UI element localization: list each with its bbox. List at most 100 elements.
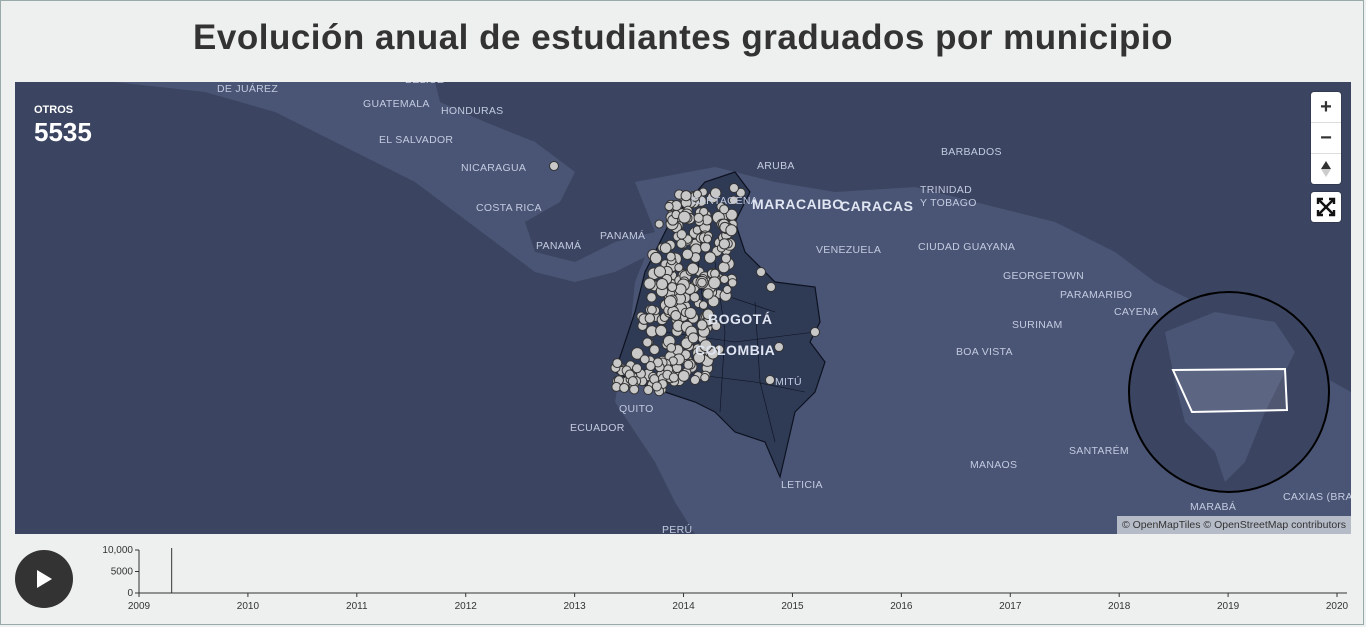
graduate-marker[interactable] (680, 190, 692, 202)
graduate-marker[interactable] (700, 373, 710, 383)
play-button[interactable] (15, 550, 73, 608)
graduate-marker[interactable] (549, 161, 559, 171)
fullscreen-button[interactable] (1311, 192, 1341, 222)
graduate-marker[interactable] (718, 238, 730, 250)
zoom-in-button[interactable]: + (1320, 95, 1332, 118)
graduate-marker[interactable] (706, 347, 719, 360)
graduate-marker[interactable] (643, 385, 654, 396)
land-central-america (15, 82, 655, 282)
graduate-marker[interactable] (702, 288, 714, 300)
graduate-marker[interactable] (663, 295, 677, 308)
graduate-marker[interactable] (702, 234, 713, 244)
graduate-marker[interactable] (774, 342, 784, 352)
graduate-marker[interactable] (684, 306, 697, 320)
place-label: NICARAGUA (461, 162, 527, 174)
graduate-marker[interactable] (649, 251, 663, 265)
graduate-marker[interactable] (766, 282, 776, 292)
graduate-marker[interactable] (697, 277, 707, 288)
graduate-marker[interactable] (619, 382, 630, 393)
graduate-marker[interactable] (756, 267, 766, 277)
minimap[interactable] (1128, 291, 1330, 493)
graduate-marker[interactable] (676, 238, 687, 249)
graduate-marker[interactable] (700, 241, 712, 253)
graduate-marker[interactable] (642, 337, 653, 348)
graduate-marker[interactable] (649, 344, 660, 356)
graduate-marker[interactable] (643, 277, 656, 290)
graduate-marker[interactable] (655, 324, 668, 337)
graduate-marker[interactable] (656, 277, 669, 291)
graduate-marker[interactable] (709, 187, 722, 199)
place-label: PERÚ (662, 524, 693, 534)
graduate-marker[interactable] (725, 224, 738, 237)
graduate-marker[interactable] (689, 292, 700, 303)
graduate-marker[interactable] (698, 300, 709, 310)
graduate-marker[interactable] (722, 285, 732, 295)
graduate-marker[interactable] (687, 332, 699, 344)
timeline-year-label: 2013 (564, 601, 587, 612)
graduate-marker[interactable] (677, 369, 690, 382)
graduate-marker[interactable] (690, 375, 700, 385)
graduate-marker[interactable] (725, 208, 738, 221)
graduate-marker[interactable] (645, 361, 656, 372)
timeline-year-label: 2015 (781, 601, 804, 612)
graduate-marker[interactable] (653, 265, 667, 278)
graduate-marker[interactable] (693, 212, 704, 223)
graduate-marker[interactable] (729, 183, 739, 193)
graduate-marker[interactable] (717, 261, 730, 274)
graduate-marker[interactable] (627, 376, 638, 387)
timeline-year-label: 2016 (890, 601, 913, 612)
map-attribution[interactable]: © OpenMapTiles © OpenStreetMap contribut… (1116, 516, 1351, 534)
graduate-marker[interactable] (666, 251, 676, 262)
graduate-marker[interactable] (639, 354, 650, 365)
graduate-marker[interactable] (629, 384, 640, 395)
graduate-marker[interactable] (651, 381, 662, 392)
graduate-marker[interactable] (670, 310, 682, 321)
graduate-marker[interactable] (719, 204, 730, 215)
graduate-marker[interactable] (654, 219, 664, 229)
graduate-marker[interactable] (659, 242, 672, 255)
graduate-marker[interactable] (699, 339, 713, 353)
graduate-marker[interactable] (676, 229, 687, 240)
graduate-marker[interactable] (693, 351, 706, 364)
graduate-marker[interactable] (692, 189, 702, 199)
graduate-marker[interactable] (683, 359, 694, 370)
graduate-marker[interactable] (727, 278, 738, 288)
place-label: DE JUÁREZ (217, 83, 279, 95)
graduate-marker[interactable] (630, 347, 644, 360)
graduate-marker[interactable] (667, 282, 678, 293)
graduate-marker[interactable] (612, 358, 623, 369)
graduate-marker[interactable] (678, 210, 691, 224)
graduate-marker[interactable] (765, 375, 775, 385)
graduate-marker[interactable] (719, 274, 730, 284)
graduate-marker[interactable] (666, 343, 677, 353)
graduate-marker[interactable] (735, 187, 746, 198)
graduate-marker[interactable] (708, 276, 721, 290)
graduate-marker[interactable] (702, 308, 714, 321)
graduate-marker[interactable] (632, 363, 643, 374)
map-view[interactable]: OTROS 5535 DE JUÁREZ BELICE GUATEMALA HONDU… (15, 82, 1351, 534)
graduate-marker[interactable] (703, 251, 717, 264)
timeline-chart[interactable]: 2009 2010 2011 2012 2013 2014 2015 2016 2017 2018… (80, 540, 1360, 620)
graduate-marker[interactable] (711, 321, 722, 332)
counter-label: OTROS (34, 104, 74, 116)
place-label: HONDURAS (441, 105, 504, 117)
graduate-marker[interactable] (644, 313, 656, 324)
map-basemap (15, 82, 1351, 534)
graduate-marker[interactable] (681, 248, 694, 260)
graduate-marker[interactable] (646, 292, 657, 303)
graduate-marker[interactable] (664, 201, 674, 212)
compass-button[interactable] (1311, 153, 1341, 184)
timeline-year-label: 2012 (455, 601, 478, 612)
graduate-marker[interactable] (721, 253, 732, 264)
graduate-marker[interactable] (646, 304, 657, 315)
place-label: BOGOTÁ (708, 311, 773, 327)
graduate-marker[interactable] (668, 372, 679, 383)
zoom-out-button[interactable]: − (1311, 122, 1341, 153)
graduate-marker[interactable] (696, 319, 708, 331)
graduate-marker[interactable] (728, 195, 739, 205)
graduate-marker[interactable] (686, 262, 700, 275)
graduate-markers[interactable] (549, 161, 820, 397)
graduate-marker[interactable] (674, 263, 684, 273)
zoom-controls: + − (1311, 92, 1341, 184)
graduate-marker[interactable] (810, 327, 820, 337)
